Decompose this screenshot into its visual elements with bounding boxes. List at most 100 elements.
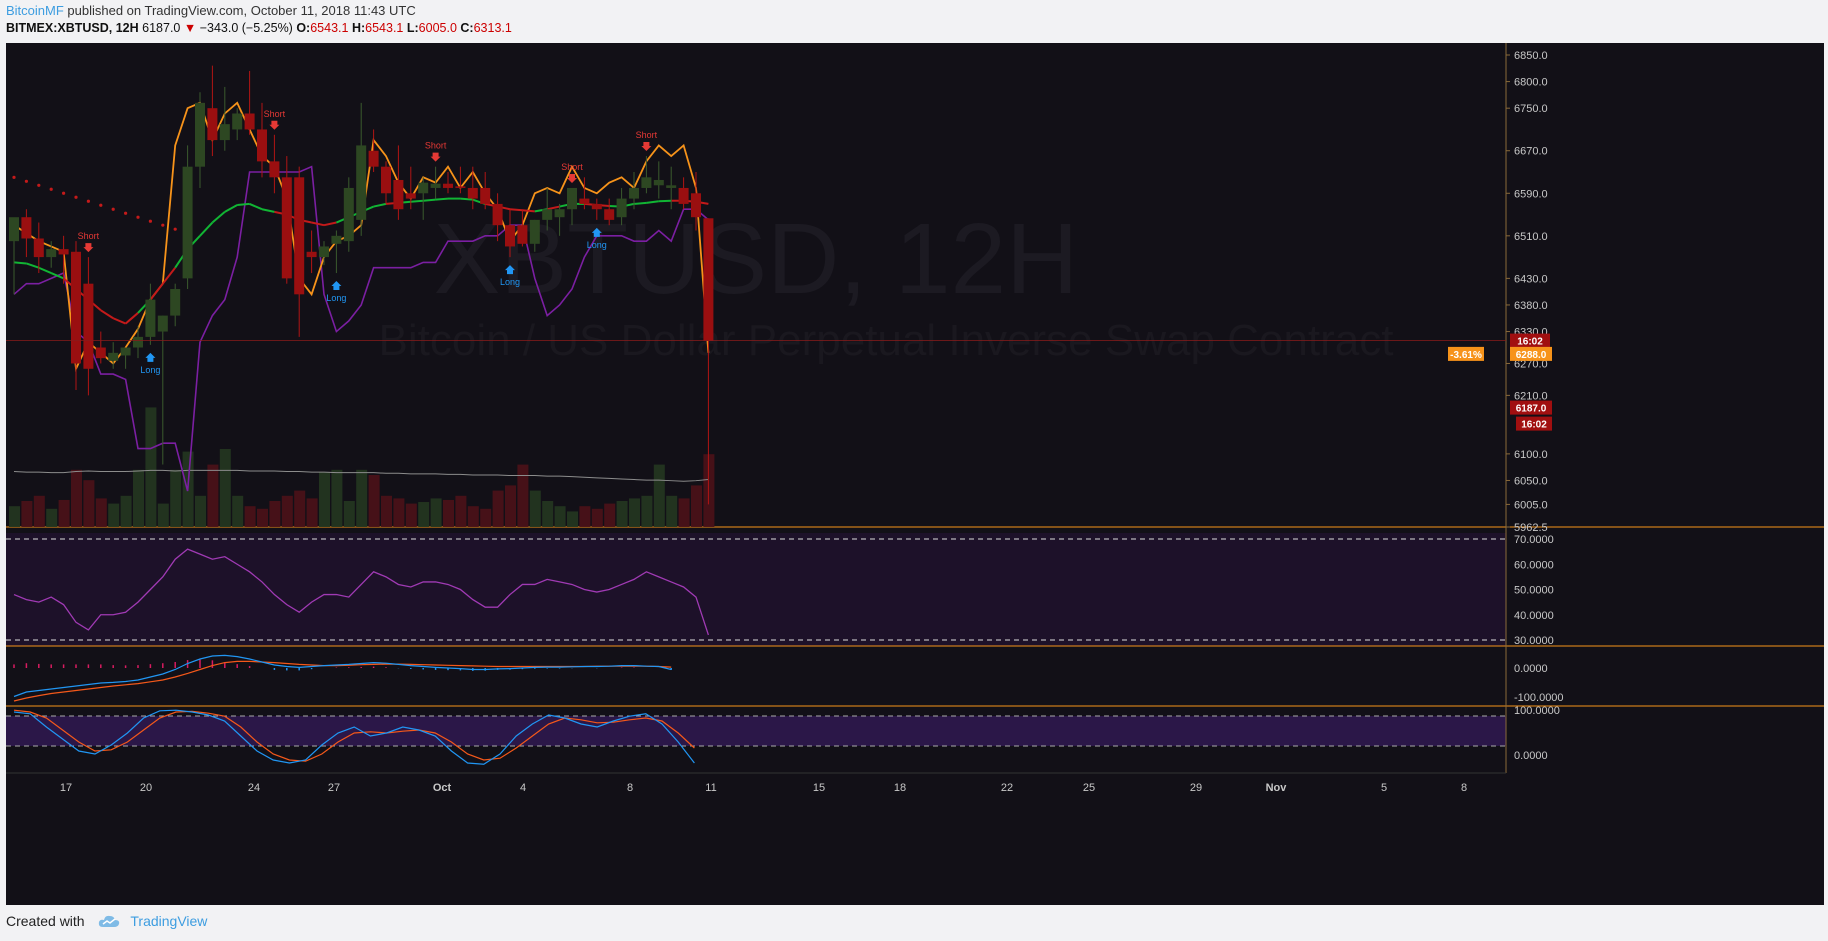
- candle-body: [418, 182, 429, 194]
- last-price-tag-bg: [1510, 400, 1552, 415]
- volume-bar: [257, 508, 268, 527]
- trailing-stop-dot: [12, 175, 16, 179]
- candle-body: [170, 289, 181, 316]
- candle-body: [331, 235, 342, 244]
- volume-bar: [492, 490, 504, 527]
- x-axis-label: 8: [627, 782, 633, 794]
- trailing-stop-dot: [99, 203, 103, 207]
- tradingview-link[interactable]: TradingView: [130, 913, 208, 929]
- volume-bar: [9, 506, 20, 527]
- volume-bar: [219, 449, 231, 527]
- footer: Created with TradingView: [6, 913, 207, 929]
- volume-bar: [46, 508, 58, 527]
- rsi-axis-label: 60.0000: [1514, 559, 1554, 571]
- price-axis-label: 6380.0: [1514, 300, 1548, 312]
- candle-body: [269, 161, 280, 178]
- last-price-tag: 6187.0: [1516, 404, 1547, 415]
- created-with-text: Created with: [6, 913, 85, 929]
- short-arrow-icon: [83, 243, 94, 253]
- stoch-axis-label: 100.0000: [1514, 705, 1560, 717]
- candle-body: [232, 113, 243, 130]
- volume-bar: [591, 508, 603, 527]
- volume-bar: [542, 501, 554, 527]
- author-link[interactable]: BitcoinMF: [6, 3, 64, 18]
- candle-body: [629, 187, 639, 199]
- candle-body: [542, 209, 553, 220]
- volume-bar: [393, 498, 405, 527]
- candle-body: [455, 186, 466, 188]
- volume-bar: [455, 495, 467, 527]
- x-axis-label: 22: [1001, 782, 1013, 794]
- long-signal-label: Long: [587, 240, 607, 250]
- long-signal-label: Long: [326, 293, 346, 303]
- percent-tag-bg: [1448, 346, 1484, 361]
- baseline-segment: [50, 272, 64, 280]
- candle-body: [653, 179, 664, 186]
- volume-ma-line: [13, 469, 709, 482]
- x-axis-label: 15: [813, 782, 825, 794]
- candle-body: [554, 209, 565, 218]
- price-axis-label: 6210.0: [1514, 390, 1548, 402]
- macd-line: [13, 654, 672, 698]
- volume-bar: [281, 495, 293, 527]
- baseline-segment: [373, 202, 387, 208]
- trailing-stop-dot: [49, 187, 53, 191]
- x-axis-label: 24: [248, 782, 260, 794]
- candle-body: [579, 198, 590, 204]
- x-axis-label: 11: [705, 782, 716, 794]
- short-signal-label: Short: [78, 231, 100, 241]
- x-axis-label: 25: [1083, 782, 1095, 794]
- candle-body: [46, 249, 57, 258]
- x-axis-label: 29: [1190, 782, 1202, 794]
- low-value: 6005.0: [418, 21, 457, 35]
- baseline-segment: [646, 200, 659, 204]
- rsi-axis-label: 70.0000: [1514, 534, 1554, 546]
- candle-body: [480, 187, 491, 204]
- candle-body: [21, 217, 32, 239]
- rsi-axis-label: 40.0000: [1514, 610, 1554, 622]
- long-arrow-icon: [591, 227, 602, 237]
- volume-bar: [430, 498, 442, 527]
- price-axis-label: 6050.0: [1514, 475, 1548, 487]
- price-change: −343.0 (−5.25%): [199, 21, 293, 35]
- volume-bar: [653, 464, 665, 527]
- baseline-segment: [658, 199, 672, 203]
- long-arrow-icon: [505, 265, 515, 275]
- volume-bar: [21, 501, 33, 527]
- baseline-segment: [323, 221, 337, 227]
- close-label: C:: [460, 21, 474, 35]
- volume-bar: [244, 506, 256, 527]
- x-axis-label: 18: [894, 782, 906, 794]
- baseline-segment: [224, 204, 238, 213]
- baseline-segment: [100, 309, 114, 320]
- stoch-k-line: [13, 709, 695, 765]
- candle-body: [145, 299, 156, 337]
- candle-body: [58, 249, 69, 255]
- candle-body: [9, 217, 19, 242]
- chart-area[interactable]: XBTUSD, 12H Bitcoin / US Dollar Perpetua…: [6, 43, 1824, 905]
- trailing-stop-dot: [24, 179, 28, 183]
- volume-bar: [579, 506, 591, 527]
- chart-svg[interactable]: XBTUSD, 12H Bitcoin / US Dollar Perpetua…: [6, 43, 1824, 905]
- volume-bar: [95, 498, 107, 527]
- volume-bar: [108, 503, 120, 527]
- price-axis-label: 6670.0: [1514, 146, 1548, 158]
- candle-body: [443, 183, 453, 188]
- candle-body: [691, 193, 701, 218]
- volume-bar: [33, 495, 45, 527]
- short-signal-label: Short: [264, 109, 286, 119]
- candle-body: [505, 225, 515, 247]
- x-axis-label: 17: [60, 782, 72, 794]
- candle-body: [517, 225, 528, 244]
- price-axis-label: 6100.0: [1514, 449, 1548, 461]
- candle-body: [616, 198, 627, 218]
- volume-bar: [207, 464, 219, 527]
- candle-body: [567, 187, 577, 210]
- volume-bar: [58, 499, 70, 527]
- volume-bar: [120, 495, 132, 527]
- rsi-axis-label: 30.0000: [1514, 635, 1554, 647]
- volume-bar: [306, 498, 318, 527]
- long-arrow-icon: [331, 281, 342, 291]
- last-price: 6187.0: [142, 21, 181, 35]
- macd-axis-label: 0.0000: [1514, 663, 1548, 675]
